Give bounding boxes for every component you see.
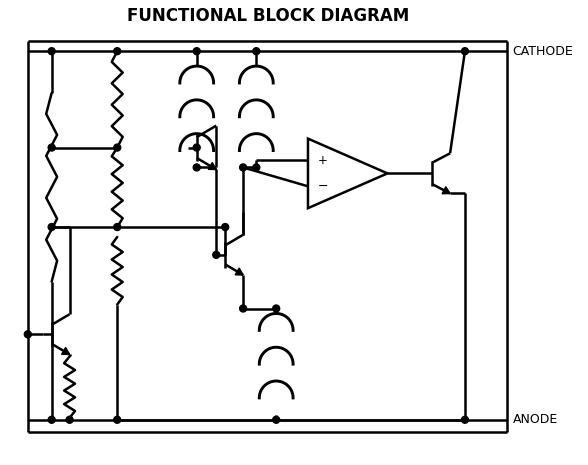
Polygon shape [235,268,243,275]
Circle shape [273,416,280,423]
Circle shape [66,416,73,423]
Text: FUNCTIONAL BLOCK DIAGRAM: FUNCTIONAL BLOCK DIAGRAM [127,7,409,26]
Circle shape [222,224,229,231]
Circle shape [462,416,469,423]
Circle shape [113,416,121,423]
Text: +: + [318,154,328,167]
Circle shape [240,305,246,312]
Circle shape [48,48,55,55]
Polygon shape [442,187,450,194]
Polygon shape [62,347,69,354]
Circle shape [193,164,200,171]
Circle shape [24,331,31,338]
Circle shape [273,305,280,312]
Circle shape [462,48,469,55]
Text: ANODE: ANODE [513,413,558,426]
Circle shape [48,416,55,423]
Circle shape [253,48,260,55]
Polygon shape [208,163,216,170]
Circle shape [113,224,121,231]
Circle shape [253,164,260,171]
Circle shape [113,48,121,55]
Circle shape [193,48,200,55]
Circle shape [193,144,200,151]
Circle shape [240,164,246,171]
Circle shape [48,144,55,151]
Circle shape [213,252,220,259]
Text: CATHODE: CATHODE [513,45,573,58]
Circle shape [48,224,55,231]
Circle shape [113,144,121,151]
Text: −: − [318,180,329,193]
